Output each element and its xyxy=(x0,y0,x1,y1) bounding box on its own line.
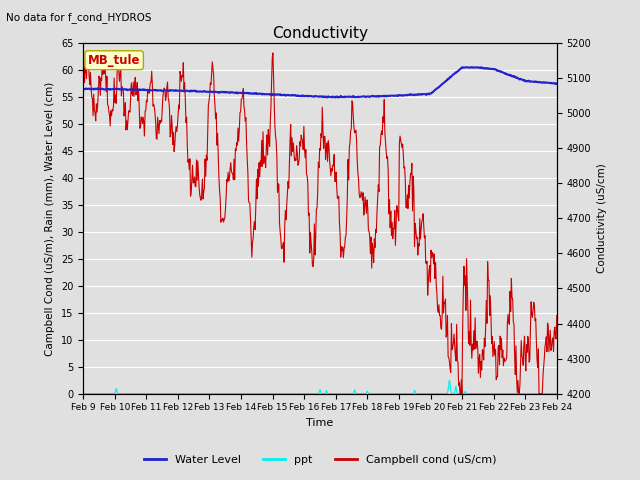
Text: MB_tule: MB_tule xyxy=(88,54,140,67)
Text: No data for f_cond_HYDROS: No data for f_cond_HYDROS xyxy=(6,12,152,23)
Y-axis label: Campbell Cond (uS/m), Rain (mm), Water Level (cm): Campbell Cond (uS/m), Rain (mm), Water L… xyxy=(45,81,56,356)
Y-axis label: Conductivity (uS/cm): Conductivity (uS/cm) xyxy=(597,164,607,273)
X-axis label: Time: Time xyxy=(307,418,333,428)
Legend: Water Level, ppt, Campbell cond (uS/cm): Water Level, ppt, Campbell cond (uS/cm) xyxy=(140,451,500,469)
Title: Conductivity: Conductivity xyxy=(272,25,368,41)
